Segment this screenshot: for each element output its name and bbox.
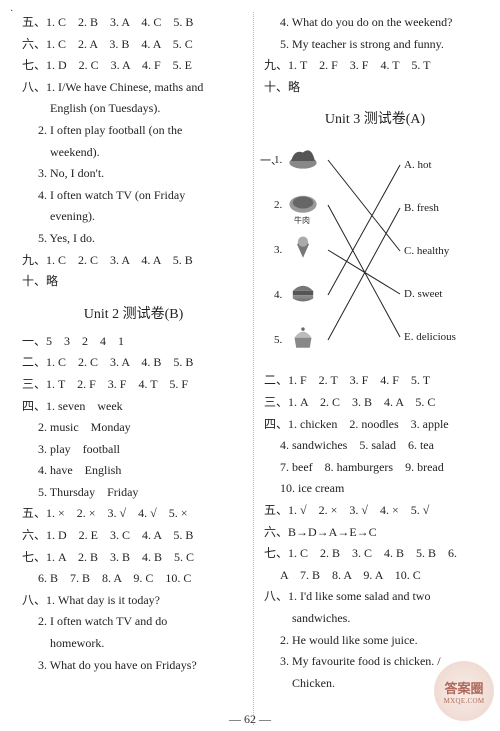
answer-line: 4. What do you do on the weekend? [264, 12, 486, 34]
match-right-option: D. sweet [404, 288, 443, 300]
answer-line: 一、5 3 2 4 1 [22, 331, 245, 353]
answer-line: 6. B 7. B 8. A 9. C 10. C [22, 568, 245, 590]
match-right-option: C. healthy [404, 245, 449, 257]
match-left-number: 1. [274, 154, 282, 166]
answer-line: 十、略 [22, 271, 245, 293]
page-container: 五、1. C 2. B 3. A 4. C 5. B 六、1. C 2. A 3… [0, 0, 500, 731]
answer-line: 六、1. D 2. E 3. C 4. A 5. B [22, 525, 245, 547]
match-right-option: B. fresh [404, 202, 439, 214]
answer-line: 七、1. A 2. B 3. B 4. B 5. C [22, 547, 245, 569]
match-right-option: A. hot [404, 159, 432, 171]
answer-line: 三、1. A 2. C 3. B 4. A 5. C [264, 392, 486, 414]
answer-line: 五、1. × 2. × 3. √ 4. √ 5. × [22, 503, 245, 525]
answer-line: 5. My teacher is strong and funny. [264, 34, 486, 56]
section-heading: Unit 3 测试卷(A) [264, 108, 486, 128]
answer-line: 5. Yes, I do. [22, 228, 245, 250]
answer-line: 四、1. chicken 2. noodles 3. apple [264, 414, 486, 436]
answer-line: 三、1. T 2. F 3. F 4. T 5. F [22, 374, 245, 396]
answer-line: A 7. B 8. A 9. A 10. C [264, 565, 486, 587]
watermark-badge: 答案圈 MXQE.COM [434, 661, 494, 721]
matching-diagram: 一、1.2.牛肉3.4.5.A. hotB. freshC. healthyD.… [264, 136, 486, 366]
answer-line: homework. [22, 633, 245, 655]
answer-line: 二、1. C 2. C 3. A 4. B 5. B [22, 352, 245, 374]
page-number: — 62 — [0, 712, 500, 727]
beef-icon [286, 189, 320, 215]
watermark-top: 答案圈 [444, 678, 483, 697]
answer-line: 九、1. C 2. C 3. A 4. A 5. B [22, 250, 245, 272]
match-left-number: 4. [274, 289, 282, 301]
answer-line: 4. I often watch TV (on Friday [22, 185, 245, 207]
answer-line: 四、1. seven week [22, 396, 245, 418]
icecream-icon [286, 234, 320, 260]
answer-line: 八、1. I'd like some salad and two [264, 586, 486, 608]
right-column: 4. What do you do on the weekend? 5. My … [254, 12, 486, 725]
answer-line: 六、B→D→A→E→C [264, 522, 486, 544]
match-right-option: E. delicious [404, 331, 456, 343]
answer-line: 八、1. What day is it today? [22, 590, 245, 612]
section-heading: Unit 2 测试卷(B) [22, 303, 245, 323]
watermark-bottom: MXQE.COM [444, 697, 485, 705]
answer-line: English (on Tuesdays). [22, 98, 245, 120]
answer-line: 九、1. T 2. F 3. F 4. T 5. T [264, 55, 486, 77]
match-left-number: 5. [274, 334, 282, 346]
left-column: 五、1. C 2. B 3. A 4. C 5. B 六、1. C 2. A 3… [22, 12, 254, 725]
match-left-number: 3. [274, 244, 282, 256]
answer-line: 7. beef 8. hamburgers 9. bread [264, 457, 486, 479]
answer-line: 六、1. C 2. A 3. B 4. A 5. C [22, 34, 245, 56]
answer-line: 2. music Monday [22, 417, 245, 439]
answer-line: 2. He would like some juice. [264, 630, 486, 652]
answer-line: 3. What do you have on Fridays? [22, 655, 245, 677]
answer-line: 七、1. D 2. C 3. A 4. F 5. E [22, 55, 245, 77]
answer-line: 4. sandwiches 5. salad 6. tea [264, 435, 486, 457]
answer-line: 2. I often watch TV and do [22, 611, 245, 633]
match-left-label: 牛肉 [294, 215, 310, 226]
answer-line: 五、1. C 2. B 3. A 4. C 5. B [22, 12, 245, 34]
cupcake-icon [286, 324, 320, 350]
answer-line: weekend). [22, 142, 245, 164]
answer-line: 10. ice cream [264, 478, 486, 500]
match-left-number: 2. [274, 199, 282, 211]
answer-line: 五、1. √ 2. × 3. √ 4. × 5. √ [264, 500, 486, 522]
answer-line: 3. No, I don't. [22, 163, 245, 185]
answer-line: 4. have English [22, 460, 245, 482]
answer-line: 二、1. F 2. T 3. F 4. F 5. T [264, 370, 486, 392]
salad-icon [286, 144, 320, 170]
burger-icon [286, 279, 320, 305]
answer-line: 3. play football [22, 439, 245, 461]
answer-line: 七、1. C 2. B 3. C 4. B 5. B 6. [264, 543, 486, 565]
answer-line: 2. I often play football (on the [22, 120, 245, 142]
answer-line: evening). [22, 206, 245, 228]
answer-line: 十、略 [264, 77, 486, 99]
answer-line: 5. Thursday Friday [22, 482, 245, 504]
answer-line: 八、1. I/We have Chinese, maths and [22, 77, 245, 99]
answer-line: sandwiches. [264, 608, 486, 630]
